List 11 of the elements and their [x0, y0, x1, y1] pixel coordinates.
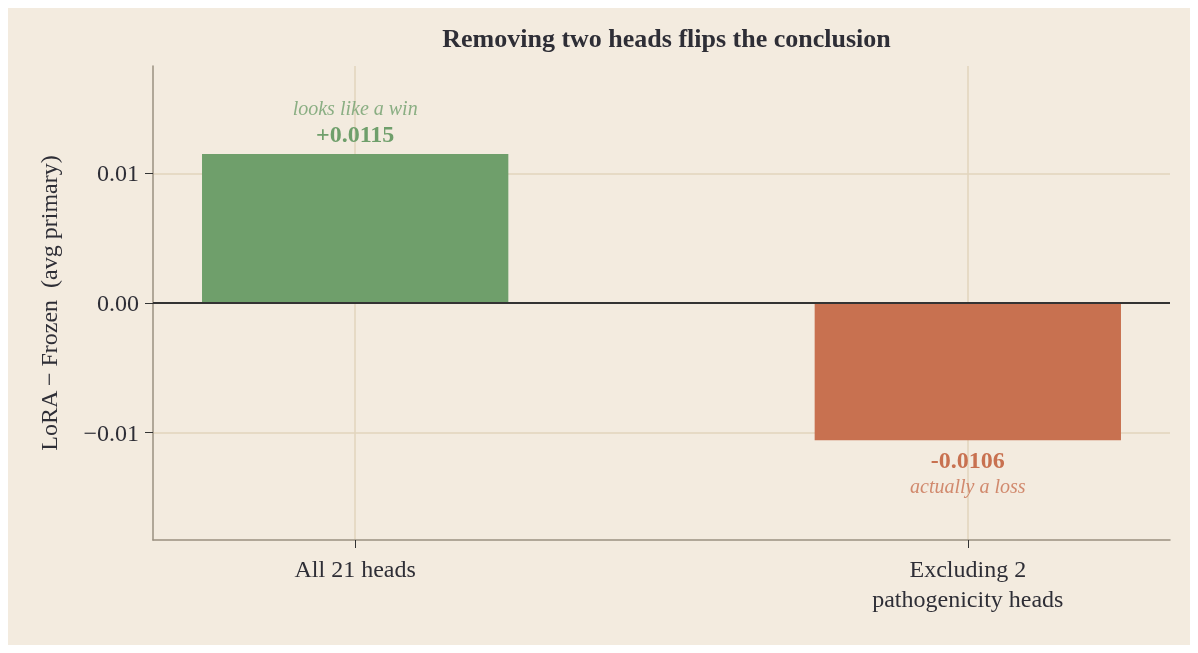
- chart-title: Removing two heads flips the conclusion: [442, 23, 892, 53]
- y-axis-title: LoRA − Frozen (avg primary): [36, 155, 62, 451]
- y-tick-label: 0.00: [97, 290, 139, 316]
- x-tick-label: Excluding 2 pathogenicity heads: [872, 556, 1064, 612]
- data-label: +0.0115: [316, 121, 395, 148]
- y-tick-label: 0.01: [97, 160, 139, 187]
- annotation: looks like a win: [292, 97, 418, 120]
- y-tick-label: −0.01: [83, 419, 139, 446]
- x-tick-label: All 21 heads: [294, 556, 416, 582]
- data-label: -0.0106: [930, 447, 1005, 474]
- annotation: actually a loss: [910, 475, 1026, 499]
